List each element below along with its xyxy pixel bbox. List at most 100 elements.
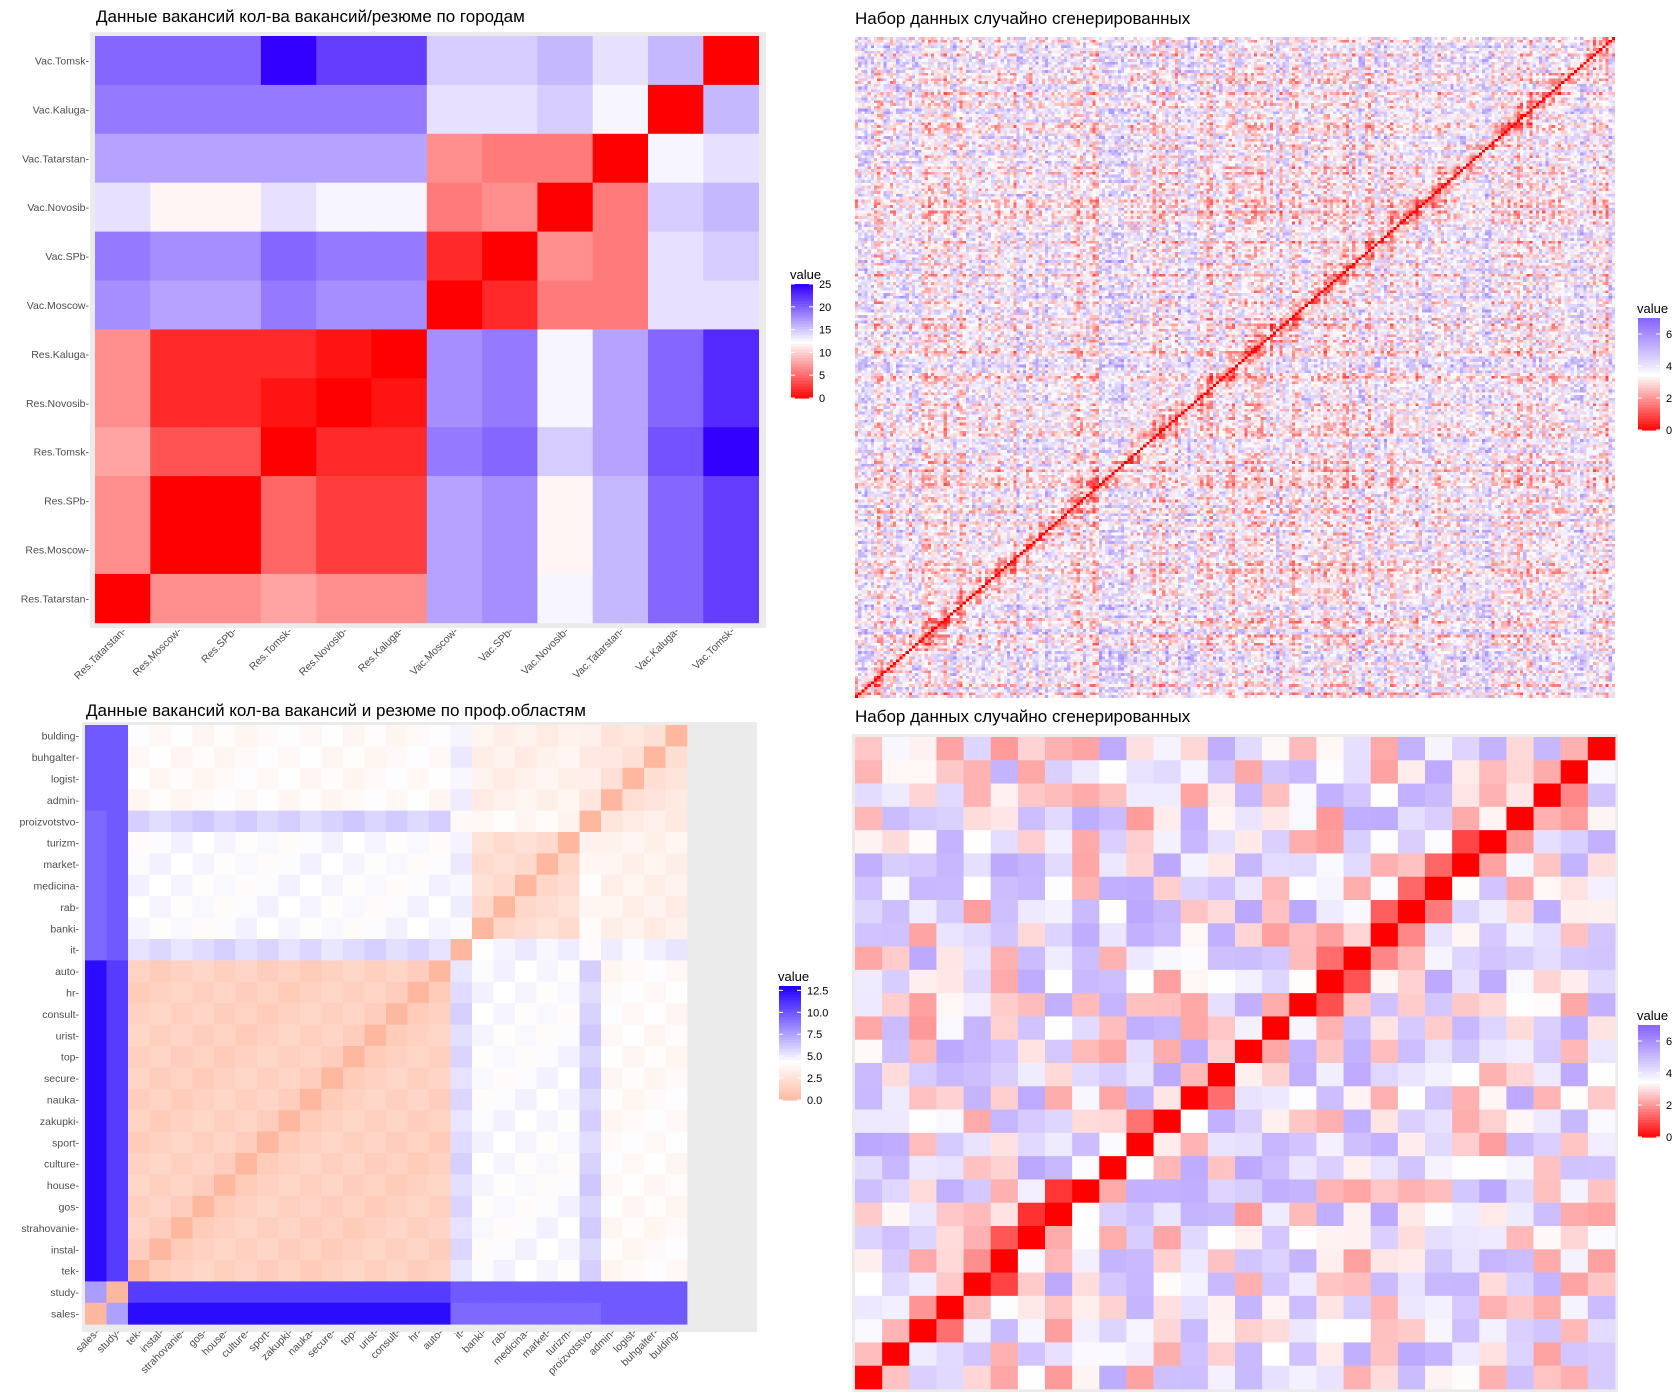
heatmap-cell [472,1217,494,1239]
heatmap-cell [429,832,451,854]
heatmap-cell [386,1088,408,1111]
heatmap-cell [429,1195,451,1218]
heatmap-cell [1452,1086,1480,1110]
heatmap-cell [1370,853,1399,878]
heatmap-cell [1235,1295,1263,1320]
legend-gradient-step [791,321,813,325]
heatmap-cell [150,133,206,184]
legend-tick-label: 12.5 [807,985,828,997]
heatmap-cell [343,1046,365,1068]
heatmap-cell [601,1174,623,1197]
heatmap-cell [1017,1039,1046,1064]
legend-gradient-step [791,326,813,331]
heatmap-cell [214,746,236,769]
heatmap-cell [1452,1156,1480,1180]
heatmap-cell [536,1088,559,1111]
heatmap-cell [214,874,236,897]
heatmap-cell [1370,946,1399,971]
y-tick-label: Vac.Novosib- [27,202,89,214]
heatmap-cell [592,329,649,379]
title-cities: Данные вакансий кол-ва вакансий/резюме п… [96,7,525,26]
heatmap-cell [214,832,236,854]
legend-gradient-step [1638,1039,1660,1043]
heatmap-cell [1235,1202,1263,1227]
legend-tick-label: 0 [819,393,825,405]
legend-gradient-step [1638,390,1660,395]
heatmap-cell [482,378,538,428]
heatmap-cell [1072,1202,1100,1227]
heatmap-cell [963,1226,992,1250]
heatmap-cell [149,767,172,790]
heatmap-cell [482,525,538,575]
heatmap-cell [364,1110,387,1132]
heatmap-cell [537,182,594,232]
heatmap-cell [343,832,365,854]
heatmap-cell [450,1238,473,1261]
heatmap-cell [601,832,623,854]
heatmap-cell [1180,830,1209,854]
heatmap-cell [192,1217,215,1239]
heatmap-cell [1533,1295,1562,1320]
legend-gradient-step [791,315,813,319]
x-tick-label: Res.Novosib- [297,625,350,678]
heatmap-cell [1289,1109,1317,1134]
legend-gradient-step [779,1071,801,1075]
heatmap-cell [450,960,473,983]
legend-gradient-step [791,318,813,322]
heatmap-cell [1533,853,1562,878]
heatmap-cell [85,1024,107,1047]
heatmap-cell [1153,1179,1182,1204]
heatmap-cell [855,900,883,924]
heatmap-cell [1126,830,1154,854]
heatmap-cell [644,725,666,747]
legend-gradient-step [779,994,801,998]
heatmap-cell [1316,1179,1344,1204]
heatmap-cell [321,917,344,940]
heatmap-cell [515,746,537,769]
heatmap-cell [703,133,759,184]
heatmap-cell [1397,1249,1426,1273]
heatmap-cell [343,1067,365,1090]
heatmap-cell [1316,1295,1344,1320]
heatmap-cell [1506,737,1534,761]
heatmap-cell [278,1238,301,1261]
heatmap-cell [665,1110,688,1132]
heatmap-cell [1207,1109,1236,1134]
heatmap-cell [482,36,538,86]
heatmap-cell [592,573,649,624]
heatmap-cell [1316,946,1344,971]
heatmap-cell [235,853,258,876]
heatmap-cell [855,1109,883,1134]
heatmap-cell [1235,1039,1263,1064]
heatmap-cell [1072,1295,1100,1320]
heatmap-cell [450,1088,473,1111]
heatmap-cell [407,939,430,961]
heatmap-cell [1452,1039,1480,1064]
heatmap-cell [1397,783,1426,808]
heatmap-cell [1180,1156,1209,1180]
heatmap-cell [1370,783,1399,808]
heatmap-cell [1099,806,1127,831]
y-tick-label: zakupki- [40,1116,80,1128]
heatmap-cell [1235,1342,1263,1367]
heatmap-cell [579,1088,602,1111]
heatmap-cell [1425,1086,1453,1110]
heatmap-cell [85,832,107,854]
heatmap-cell [235,981,258,1004]
heatmap-cell [990,1016,1019,1041]
heatmap-cell [407,960,430,983]
heatmap-cell [936,900,964,924]
heatmap-cell [205,133,262,184]
legend-gradient-step [1638,1106,1660,1110]
heatmap-cell [1235,1016,1263,1041]
heatmap-cell [1425,1039,1453,1064]
heatmap-cell [1560,1272,1589,1297]
heatmap-cell [260,84,317,135]
heatmap-cell [429,1302,451,1325]
legend-gradient-step [1638,424,1660,428]
heatmap-cell [386,1302,408,1325]
heatmap-cell [1262,900,1290,924]
heatmap-cell [482,573,538,624]
heatmap-cell [1262,1109,1290,1134]
heatmap-cell [644,939,666,961]
